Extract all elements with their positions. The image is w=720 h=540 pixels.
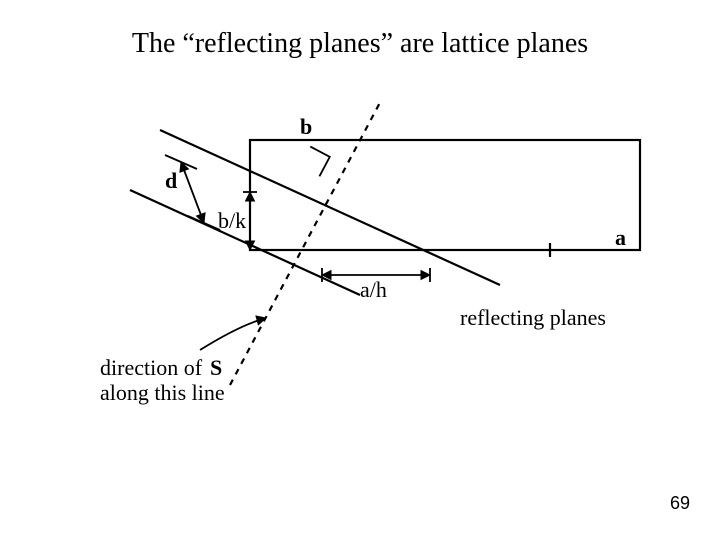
label-direction2: along this line — [100, 380, 225, 405]
lattice-rectangle — [250, 140, 640, 250]
label-b: b — [300, 114, 312, 139]
label-a: a — [615, 225, 626, 250]
reflecting-plane-line-1 — [160, 130, 500, 285]
diagram-canvas: b d b/k a a/h reflecting planes direction of Sa… — [60, 100, 660, 445]
label-ah: a/h — [360, 277, 387, 302]
slide-title: The “reflecting planes” are lattice plan… — [0, 28, 720, 60]
direction-of-s-line — [230, 100, 384, 385]
direction-of-s-pointer-arrow — [200, 318, 266, 350]
page-number: 69 — [670, 493, 690, 514]
label-direction1: direction of — [100, 355, 203, 380]
label-direction_S: S — [210, 355, 222, 380]
label-reflecting_planes: reflecting planes — [460, 305, 606, 330]
label-d: d — [165, 168, 177, 193]
right-angle-marker — [310, 147, 329, 177]
label-bk: b/k — [218, 208, 246, 233]
